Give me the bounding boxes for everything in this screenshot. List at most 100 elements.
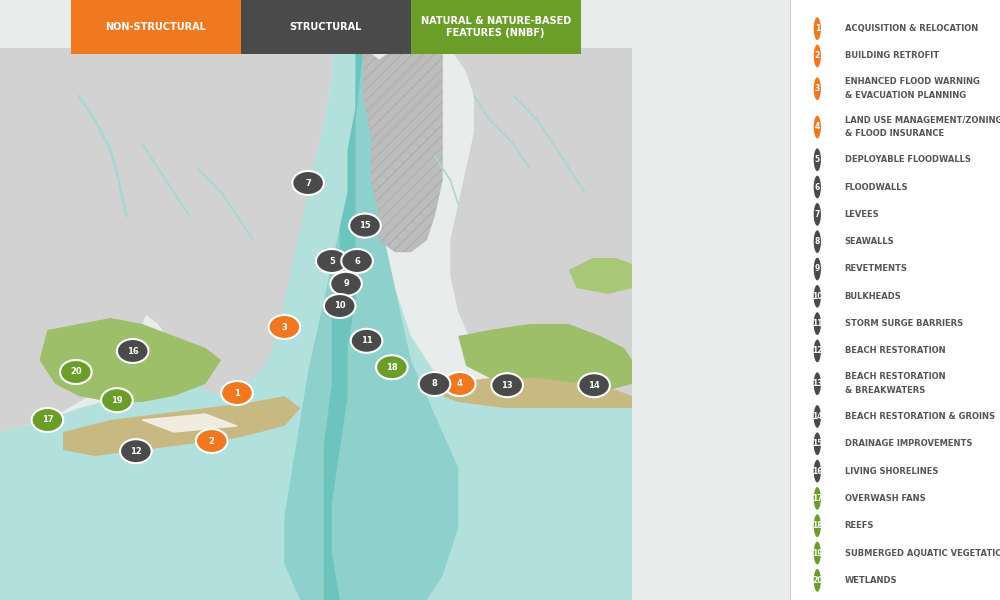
Circle shape xyxy=(330,272,362,296)
Circle shape xyxy=(101,388,133,412)
Text: 10: 10 xyxy=(812,292,823,301)
Circle shape xyxy=(117,339,149,363)
Text: BUILDING RETROFIT: BUILDING RETROFIT xyxy=(845,52,939,61)
FancyBboxPatch shape xyxy=(241,0,411,54)
Text: 7: 7 xyxy=(305,179,311,187)
Polygon shape xyxy=(569,258,632,294)
Text: 3: 3 xyxy=(282,323,287,331)
Text: 19: 19 xyxy=(111,396,123,404)
Text: DEPLOYABLE FLOODWALLS: DEPLOYABLE FLOODWALLS xyxy=(845,155,970,164)
Circle shape xyxy=(813,487,822,511)
Circle shape xyxy=(813,432,822,456)
Text: LAND USE MANAGEMENT/ZONING: LAND USE MANAGEMENT/ZONING xyxy=(845,116,1000,125)
Text: 16: 16 xyxy=(127,346,139,355)
Text: OVERWASH FANS: OVERWASH FANS xyxy=(845,494,925,503)
Text: 2: 2 xyxy=(815,52,820,61)
Circle shape xyxy=(316,249,348,273)
Polygon shape xyxy=(442,48,632,402)
Text: 1: 1 xyxy=(234,389,240,398)
Text: NATURAL & NATURE-BASED
FEATURES (NNBF): NATURAL & NATURE-BASED FEATURES (NNBF) xyxy=(421,16,571,38)
Text: 2: 2 xyxy=(209,437,215,445)
Circle shape xyxy=(813,541,822,565)
Text: & FLOOD INSURANCE: & FLOOD INSURANCE xyxy=(845,130,944,139)
Circle shape xyxy=(196,429,228,453)
Circle shape xyxy=(813,284,822,308)
Circle shape xyxy=(419,372,450,396)
Circle shape xyxy=(813,202,822,226)
Polygon shape xyxy=(324,48,363,600)
Polygon shape xyxy=(40,318,221,402)
Circle shape xyxy=(60,360,92,384)
Text: BULKHEADS: BULKHEADS xyxy=(845,292,901,301)
Circle shape xyxy=(813,17,822,41)
Circle shape xyxy=(813,257,822,281)
Text: 5: 5 xyxy=(329,257,335,265)
Circle shape xyxy=(813,339,822,363)
Text: 20: 20 xyxy=(70,367,82,377)
Text: SEAWALLS: SEAWALLS xyxy=(845,237,894,246)
Text: 20: 20 xyxy=(812,576,823,585)
Text: FLOODWALLS: FLOODWALLS xyxy=(845,182,908,191)
Text: LIVING SHORELINES: LIVING SHORELINES xyxy=(845,467,938,476)
Text: 1: 1 xyxy=(815,24,820,33)
Circle shape xyxy=(341,249,373,273)
Text: 5: 5 xyxy=(815,155,820,164)
Circle shape xyxy=(813,311,822,335)
Text: 16: 16 xyxy=(812,467,823,476)
Text: STRUCTURAL: STRUCTURAL xyxy=(290,22,362,32)
Polygon shape xyxy=(284,48,458,600)
Circle shape xyxy=(491,373,523,397)
Text: STORM SURGE BARRIERS: STORM SURGE BARRIERS xyxy=(845,319,963,328)
Circle shape xyxy=(813,115,822,139)
Polygon shape xyxy=(0,48,332,432)
Text: & BREAKWATERS: & BREAKWATERS xyxy=(845,386,925,395)
Text: 9: 9 xyxy=(815,265,820,274)
Text: BEACH RESTORATION & GROINS: BEACH RESTORATION & GROINS xyxy=(845,412,995,421)
Text: REVETMENTS: REVETMENTS xyxy=(845,265,907,274)
Circle shape xyxy=(813,44,822,68)
FancyBboxPatch shape xyxy=(411,0,581,54)
Text: BEACH RESTORATION: BEACH RESTORATION xyxy=(845,346,945,355)
Text: DRAINAGE IMPROVEMENTS: DRAINAGE IMPROVEMENTS xyxy=(845,439,972,448)
Circle shape xyxy=(813,175,822,199)
Circle shape xyxy=(444,372,476,396)
Text: NON-STRUCTURAL: NON-STRUCTURAL xyxy=(106,22,206,32)
Text: 19: 19 xyxy=(812,548,823,557)
Text: 13: 13 xyxy=(501,381,513,390)
Circle shape xyxy=(221,381,253,405)
Circle shape xyxy=(120,439,152,463)
Text: 14: 14 xyxy=(812,412,823,421)
Text: 3: 3 xyxy=(815,84,820,93)
Circle shape xyxy=(376,355,408,379)
Polygon shape xyxy=(0,48,276,432)
FancyBboxPatch shape xyxy=(71,0,241,54)
Circle shape xyxy=(813,568,822,592)
Circle shape xyxy=(32,408,63,432)
Text: 7: 7 xyxy=(815,210,820,219)
Circle shape xyxy=(578,373,610,397)
Text: & EVACUATION PLANNING: & EVACUATION PLANNING xyxy=(845,91,966,100)
Circle shape xyxy=(813,459,822,483)
Circle shape xyxy=(269,315,300,339)
Text: 17: 17 xyxy=(812,494,823,503)
Circle shape xyxy=(813,148,822,172)
Circle shape xyxy=(813,514,822,538)
Text: REEFS: REEFS xyxy=(845,521,874,530)
Circle shape xyxy=(813,77,822,101)
Text: 12: 12 xyxy=(130,446,142,456)
Text: BEACH RESTORATION: BEACH RESTORATION xyxy=(845,373,945,382)
Polygon shape xyxy=(0,48,632,600)
Text: 11: 11 xyxy=(812,319,823,328)
Polygon shape xyxy=(63,396,300,456)
Text: ENHANCED FLOOD WARNING: ENHANCED FLOOD WARNING xyxy=(845,77,979,86)
Text: 12: 12 xyxy=(812,346,823,355)
Text: 17: 17 xyxy=(42,415,53,425)
Text: ACQUISITION & RELOCATION: ACQUISITION & RELOCATION xyxy=(845,24,978,33)
Circle shape xyxy=(292,171,324,195)
Text: 6: 6 xyxy=(815,182,820,191)
Text: 8: 8 xyxy=(432,379,437,389)
Circle shape xyxy=(324,294,356,318)
Text: 4: 4 xyxy=(815,122,820,131)
Circle shape xyxy=(813,404,822,428)
Circle shape xyxy=(813,230,822,254)
